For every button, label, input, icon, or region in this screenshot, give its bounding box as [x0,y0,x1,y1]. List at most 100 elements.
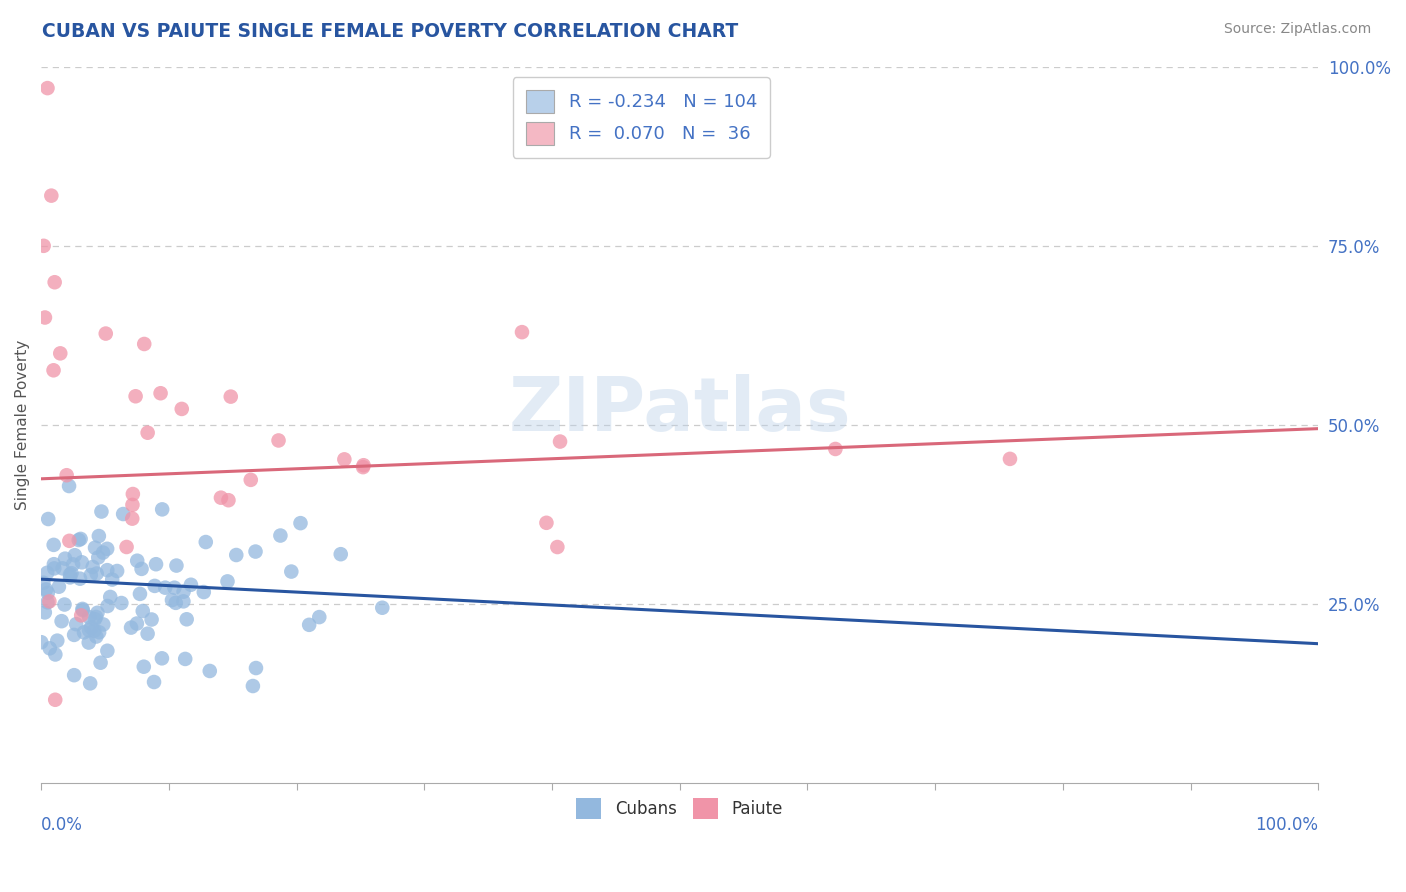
Point [290,516,312,530]
Point [125,616,148,631]
Text: 0.0%: 0.0% [41,816,83,834]
Point [176,612,198,626]
Point [280,565,302,579]
Point [153,581,176,595]
Point [44,692,66,706]
Point [225,548,247,562]
Point [163,581,186,595]
Point [34,310,56,325]
Point [242,679,264,693]
Point [160,593,183,607]
Point [70,608,93,623]
Point [998,451,1021,466]
Text: 100.0%: 100.0% [1256,816,1319,834]
Point [548,434,571,449]
Point [84,630,107,644]
Point [69,532,91,546]
Point [267,434,290,448]
Point [546,540,568,554]
Point [49,346,72,360]
Point [194,535,217,549]
Point [120,621,142,635]
Point [173,584,195,599]
Point [80,620,103,634]
Point [145,558,167,572]
Point [90,656,112,670]
Point [58,479,80,493]
Legend: Cubans, Paiute: Cubans, Paiute [569,792,790,825]
Point [121,511,143,525]
Point [143,579,166,593]
Point [110,596,132,610]
Point [32,575,55,590]
Point [44,275,66,289]
Point [37,566,59,580]
Point [98,590,121,604]
Point [105,564,128,578]
Point [84,610,107,624]
Point [132,659,155,673]
Point [96,599,118,613]
Point [136,626,159,640]
Point [172,594,194,608]
Point [198,664,221,678]
Point [115,540,138,554]
Point [52,561,75,575]
Point [72,603,94,617]
Point [371,600,394,615]
Point [90,504,112,518]
Point [174,652,197,666]
Point [298,617,321,632]
Point [165,596,187,610]
Point [333,452,356,467]
Point [824,442,846,456]
Point [73,625,96,640]
Point [77,610,100,624]
Point [134,337,156,351]
Point [150,651,173,665]
Point [41,188,63,202]
Point [86,566,108,581]
Point [63,628,86,642]
Point [65,617,87,632]
Point [129,587,152,601]
Point [217,493,239,508]
Point [536,516,558,530]
Point [42,363,65,377]
Point [77,624,100,638]
Point [83,624,105,638]
Point [37,512,59,526]
Point [219,390,242,404]
Point [308,610,330,624]
Point [141,613,163,627]
Point [48,580,70,594]
Point [101,573,124,587]
Point [58,533,80,548]
Point [96,541,118,556]
Point [60,566,83,581]
Point [121,487,143,501]
Point [121,498,143,512]
Point [96,563,118,577]
Point [112,507,135,521]
Text: CUBAN VS PAIUTE SINGLE FEMALE POVERTY CORRELATION CHART: CUBAN VS PAIUTE SINGLE FEMALE POVERTY CO… [42,22,738,41]
Point [37,586,59,600]
Point [46,633,69,648]
Point [193,585,215,599]
Point [94,326,117,341]
Point [352,460,374,475]
Point [150,502,173,516]
Point [30,635,52,649]
Point [245,661,267,675]
Point [62,558,84,572]
Point [67,533,90,547]
Point [35,582,58,597]
Point [53,551,76,566]
Point [82,560,104,574]
Point [37,595,59,609]
Point [63,548,86,562]
Point [329,547,352,561]
Point [86,606,108,620]
Point [217,574,239,589]
Point [42,538,65,552]
